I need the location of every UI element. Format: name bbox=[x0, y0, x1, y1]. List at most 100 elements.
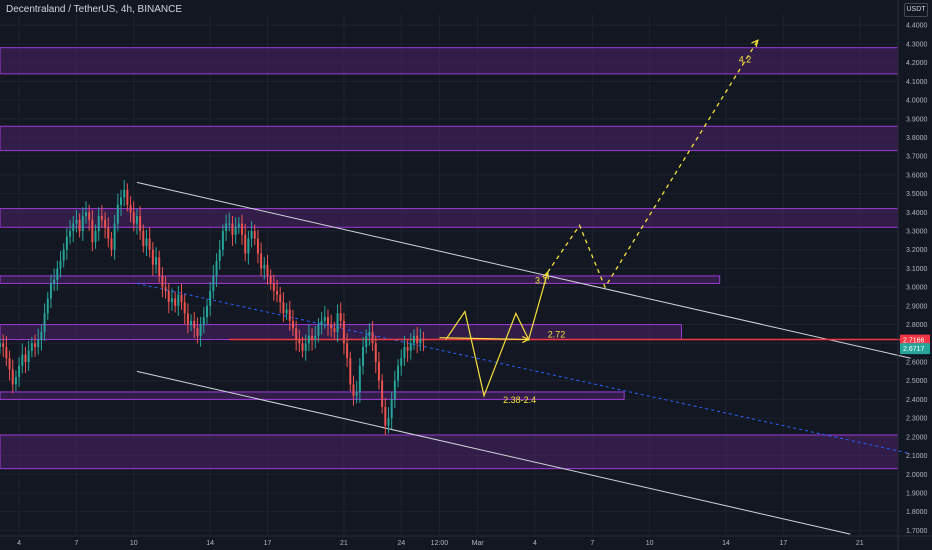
candle-body bbox=[298, 339, 301, 344]
candle-body bbox=[24, 354, 27, 362]
candle-body bbox=[323, 317, 326, 321]
candle-body bbox=[346, 343, 349, 359]
candle-body bbox=[263, 264, 266, 269]
y-tick-label: 3.1000 bbox=[906, 266, 928, 273]
candle-body bbox=[113, 223, 116, 250]
candle-body bbox=[307, 335, 310, 344]
zone-6 bbox=[0, 434, 899, 470]
candle-body bbox=[390, 399, 393, 419]
x-tick-label: 14 bbox=[206, 540, 214, 547]
trend-lines bbox=[136, 181, 911, 535]
x-tick-label: 7 bbox=[590, 540, 594, 547]
x-tick-label: 17 bbox=[779, 540, 787, 547]
candle-body bbox=[180, 294, 183, 303]
zone-5 bbox=[0, 391, 625, 400]
candle-body bbox=[330, 324, 333, 329]
y-tick-label: 4.4000 bbox=[906, 23, 928, 30]
chart-title: Decentraland / TetherUS, 4h, BINANCE bbox=[6, 4, 183, 15]
y-tick-label: 2.6000 bbox=[906, 360, 928, 367]
arrow-head-272 bbox=[522, 335, 530, 344]
axis-unit-badge[interactable]: USDT bbox=[904, 3, 928, 17]
level-price-tag: 2.7166 bbox=[900, 334, 930, 346]
last-price-tag: 2.6717 bbox=[900, 343, 930, 355]
candle-body bbox=[371, 332, 374, 344]
candle-body bbox=[362, 347, 365, 366]
annotation-label-0: 4.2 bbox=[739, 55, 752, 65]
candle-body bbox=[132, 212, 135, 224]
candle-body bbox=[72, 223, 75, 232]
candle-body bbox=[183, 302, 186, 314]
annotation-label-1: 3.1 bbox=[535, 275, 548, 285]
candle-body bbox=[27, 350, 30, 362]
y-tick-label: 2.4000 bbox=[906, 397, 928, 404]
candle-body bbox=[0, 343, 1, 348]
projection-dashed-path bbox=[547, 39, 759, 289]
candle-body bbox=[161, 275, 164, 288]
candle-body bbox=[116, 204, 119, 224]
y-tick-label: 1.9000 bbox=[906, 490, 928, 497]
candle-body bbox=[412, 335, 415, 344]
candle-body bbox=[209, 290, 212, 306]
candle-body bbox=[190, 320, 193, 325]
candle-body bbox=[342, 320, 345, 344]
annotation-label-2: 2.72 bbox=[548, 330, 566, 340]
y-tick-label: 4.1000 bbox=[906, 79, 928, 86]
candle-body bbox=[327, 317, 329, 325]
x-tick-label: 12:00 bbox=[431, 540, 449, 547]
y-tick-label: 3.5000 bbox=[906, 191, 928, 198]
candle-body bbox=[301, 343, 304, 351]
candle-body bbox=[381, 380, 384, 407]
candle-body bbox=[349, 358, 352, 385]
candle-body bbox=[49, 283, 52, 299]
candle-body bbox=[126, 189, 129, 205]
candle-body bbox=[100, 216, 103, 220]
candle-body bbox=[75, 219, 78, 224]
candle-body bbox=[253, 231, 256, 239]
candle-body bbox=[250, 231, 253, 239]
candle-body bbox=[205, 305, 208, 318]
candle-body bbox=[202, 317, 205, 325]
candles bbox=[0, 179, 425, 436]
y-tick-label: 1.8000 bbox=[906, 509, 928, 516]
candle-body bbox=[422, 339, 425, 341]
candle-body bbox=[84, 212, 87, 217]
candle-body bbox=[5, 347, 8, 359]
y-tick-label: 3.4000 bbox=[906, 210, 928, 217]
candle-body bbox=[62, 249, 65, 261]
x-tick-label: 21 bbox=[340, 540, 348, 547]
last-price-tag-bg bbox=[900, 343, 930, 355]
y-tick-label: 2.8000 bbox=[906, 322, 928, 329]
candle-body bbox=[78, 219, 81, 232]
zones bbox=[0, 47, 899, 470]
candle-body bbox=[365, 335, 368, 348]
candle-body bbox=[37, 339, 40, 348]
candle-body bbox=[304, 343, 307, 351]
candle-body bbox=[400, 358, 403, 366]
y-tick-label: 3.8000 bbox=[906, 135, 928, 142]
candle-body bbox=[123, 189, 126, 198]
candle-body bbox=[43, 313, 46, 333]
y-tick-label: 2.2000 bbox=[906, 434, 928, 441]
y-tick-label: 2.0000 bbox=[906, 472, 928, 479]
x-tick-label: 7 bbox=[74, 540, 78, 547]
candle-body bbox=[336, 313, 339, 333]
candle-body bbox=[352, 384, 355, 396]
candle-body bbox=[212, 275, 215, 291]
candle-body bbox=[291, 320, 294, 329]
candle-body bbox=[406, 347, 409, 351]
y-tick-label: 2.9000 bbox=[906, 303, 928, 310]
candle-body bbox=[14, 376, 17, 385]
x-tick-label: 4 bbox=[17, 540, 21, 547]
candle-body bbox=[266, 264, 269, 276]
candle-body bbox=[231, 223, 234, 235]
candle-body bbox=[276, 290, 279, 295]
candle-body bbox=[397, 365, 400, 381]
candle-body bbox=[139, 216, 142, 232]
candle-body bbox=[368, 332, 371, 336]
candle-body bbox=[311, 335, 314, 340]
candle-body bbox=[129, 204, 132, 213]
projection-path bbox=[439, 39, 759, 398]
y-tick-label: 3.0000 bbox=[906, 285, 928, 292]
x-tick-label: 14 bbox=[722, 540, 730, 547]
